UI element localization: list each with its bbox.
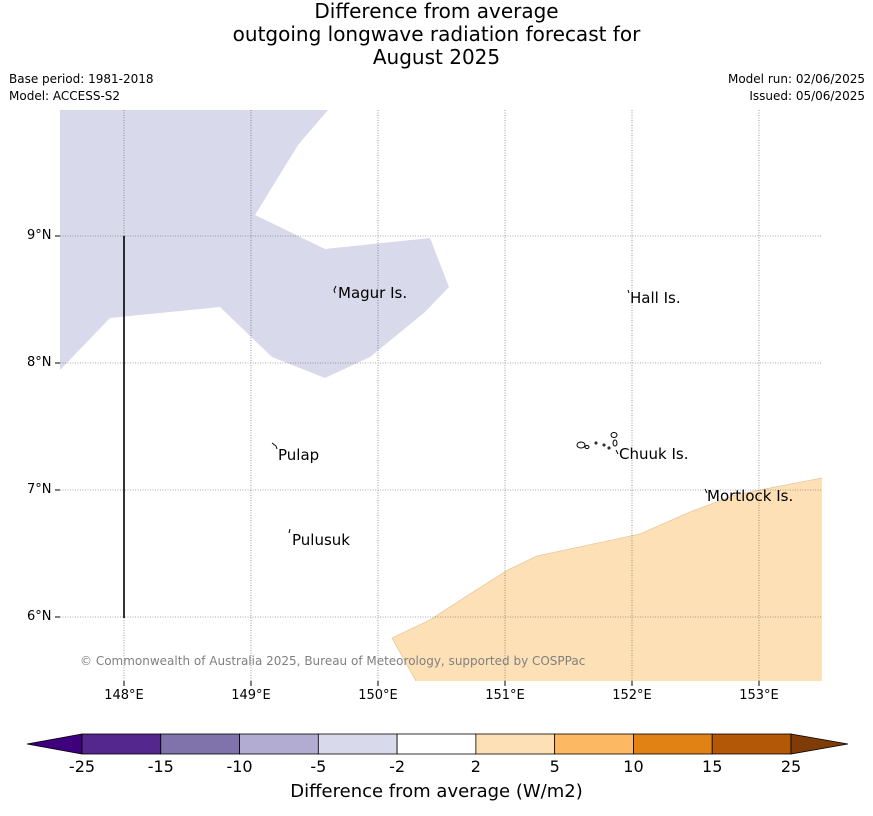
island-pulusuk bbox=[288, 528, 291, 534]
meta-right: Model run: 02/06/2025 Issued: 05/06/2025 bbox=[728, 71, 865, 105]
colorbar-tick-label: 15 bbox=[702, 757, 723, 776]
colorbar-segment bbox=[396, 733, 477, 755]
colorbar-segment bbox=[317, 733, 398, 755]
chart-title: Difference from average outgoing longwav… bbox=[0, 0, 873, 69]
place-label-pulap: Pulap bbox=[278, 446, 320, 464]
colorbar-segment bbox=[239, 733, 319, 755]
colorbar-segment bbox=[81, 733, 162, 755]
model-name: Model: ACCESS-S2 bbox=[9, 89, 121, 103]
lat-label-8: 8°N bbox=[27, 355, 52, 370]
lat-label-7: 7°N bbox=[27, 482, 52, 497]
place-label-hall: Hall Is. bbox=[630, 289, 681, 307]
meta-left: Base period: 1981-2018 Model: ACCESS-S2 bbox=[9, 71, 154, 105]
issued-date: Issued: 05/06/2025 bbox=[749, 89, 865, 103]
copyright-notice: © Commonwealth of Australia 2025, Bureau… bbox=[80, 654, 586, 668]
tick-marks bbox=[55, 235, 760, 686]
island-mortlock bbox=[704, 488, 708, 494]
place-label-magur: Magur Is. bbox=[338, 284, 408, 302]
lon-label-153: 153°E bbox=[739, 688, 779, 703]
colorbar-tick-label: -25 bbox=[68, 757, 96, 776]
colorbar-tick-label: 25 bbox=[780, 757, 802, 776]
island-chuuk bbox=[576, 432, 619, 455]
colorbar-tick-label: -5 bbox=[310, 757, 327, 776]
colorbar-segment bbox=[633, 733, 713, 755]
colorbar-segment bbox=[475, 733, 556, 755]
lat-label-9: 9°N bbox=[27, 228, 52, 243]
lon-label-150: 150°E bbox=[358, 688, 398, 703]
colorbar-tick-label: 5 bbox=[549, 757, 560, 776]
place-label-chuuk: Chuuk Is. bbox=[619, 445, 689, 463]
colorbar-tick-label: 10 bbox=[623, 757, 644, 776]
positive-anomaly-outline bbox=[391, 477, 823, 682]
colorbar-tick-label: 2 bbox=[470, 757, 481, 776]
lon-label-151: 151°E bbox=[485, 688, 525, 703]
lon-label-148: 148°E bbox=[104, 688, 144, 703]
positive-anomaly-region bbox=[392, 478, 822, 681]
island-magur bbox=[333, 285, 337, 294]
model-run: Model run: 02/06/2025 bbox=[727, 72, 865, 86]
lat-label-6: 6°N bbox=[27, 609, 52, 624]
island-hall bbox=[627, 289, 630, 294]
colorbar-extend-low bbox=[26, 733, 83, 755]
place-label-mortlock: Mortlock Is. bbox=[707, 487, 794, 505]
islands bbox=[271, 285, 708, 534]
colorbar-tick-label: -10 bbox=[226, 757, 253, 776]
lon-label-152: 152°E bbox=[612, 688, 652, 703]
place-label-pulusuk: Pulusuk bbox=[292, 531, 350, 549]
gridlines bbox=[60, 110, 822, 681]
colorbar-extend-high bbox=[790, 733, 849, 755]
title-line-3: August 2025 bbox=[372, 45, 501, 69]
colorbar-segment bbox=[711, 733, 792, 755]
negative-anomaly-region bbox=[60, 110, 449, 378]
colorbar-tick-label: -15 bbox=[147, 757, 174, 776]
base-period: Base period: 1981-2018 bbox=[9, 72, 154, 86]
lon-label-149: 149°E bbox=[231, 688, 271, 703]
colorbar-segment bbox=[160, 733, 240, 755]
title-line-1: Difference from average bbox=[314, 0, 559, 23]
colorbar-label: Difference from average (W/m2) bbox=[290, 781, 583, 802]
colorbar-tick-label: -2 bbox=[389, 757, 406, 776]
island-pulap bbox=[271, 442, 278, 450]
title-line-2: outgoing longwave radiation forecast for bbox=[232, 22, 641, 46]
colorbar bbox=[26, 733, 849, 755]
colorbar-segment bbox=[554, 733, 634, 755]
